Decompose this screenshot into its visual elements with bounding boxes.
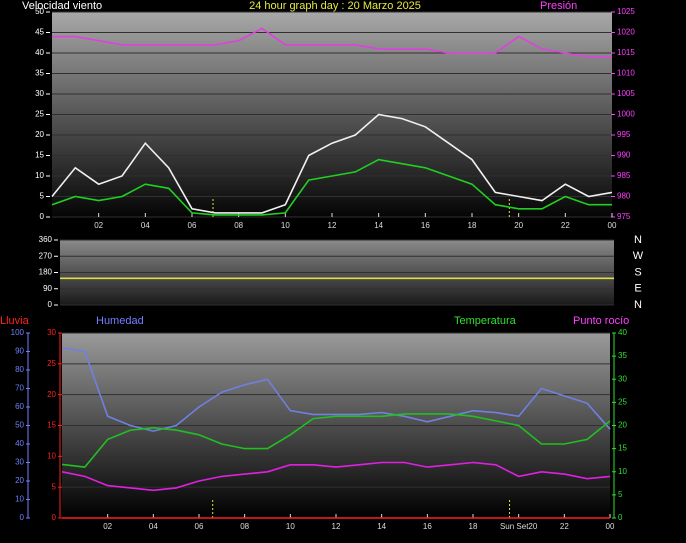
y-tick-label: 10 — [15, 495, 24, 504]
x-tick-label: 06 — [195, 522, 204, 531]
chart-title: 24 hour graph day : 20 Marzo 2025 — [249, 0, 421, 12]
axis-label: Velocidad viento — [22, 0, 102, 12]
x-tick-label: 12 — [328, 221, 337, 230]
y-tick-label: 1020 — [617, 28, 635, 37]
y-tick-label: 20 — [618, 421, 627, 430]
y-tick-label: 10 — [35, 171, 44, 180]
x-tick-label: 02 — [94, 221, 103, 230]
y-tick-label: 5 — [40, 192, 45, 201]
y-tick-label: 90 — [15, 347, 24, 356]
x-tick-label: 02 — [103, 522, 112, 531]
x-tick-label: 14 — [377, 522, 386, 531]
x-tick-label: 18 — [468, 221, 477, 230]
y-tick-label: 360 — [39, 235, 53, 244]
y-tick-label: 5 — [618, 490, 623, 499]
y-tick-label: 50 — [35, 7, 44, 16]
x-tick-label: 00 — [608, 221, 617, 230]
y-tick-label: 1015 — [617, 48, 635, 57]
y-tick-label: 180 — [39, 268, 53, 277]
axis-label: Presión — [540, 0, 577, 12]
y-tick-label: 40 — [15, 439, 24, 448]
x-tick-label: 12 — [332, 522, 341, 531]
y-tick-label: 1005 — [617, 89, 635, 98]
y-tick-label: 20 — [47, 390, 56, 399]
series-line — [61, 413, 611, 468]
y-tick-label: 20 — [35, 130, 44, 139]
series-line — [52, 27, 612, 58]
y-tick-label: 100 — [11, 328, 25, 337]
y-tick-label: 0 — [618, 513, 623, 522]
x-tick-label: 04 — [149, 522, 158, 531]
y-tick-label: 25 — [618, 397, 627, 406]
x-tick-label: 00 — [606, 522, 615, 531]
y-tick-label: 20 — [15, 476, 24, 485]
y-tick-label: 1025 — [617, 7, 635, 16]
y-tick-label: 35 — [618, 351, 627, 360]
y-tick-label: 15 — [35, 151, 44, 160]
x-tick-label: 20 — [514, 221, 523, 230]
compass-label: W — [633, 250, 644, 262]
y-tick-label: 990 — [617, 151, 631, 160]
series-line — [51, 113, 613, 214]
x-tick-label: 08 — [234, 221, 243, 230]
y-tick-label: 35 — [35, 69, 44, 78]
x-tick-label: 10 — [281, 221, 290, 230]
y-tick-label: 10 — [618, 467, 627, 476]
y-tick-label: 0 — [40, 212, 45, 221]
series-line — [61, 461, 611, 492]
series-line — [61, 347, 611, 432]
x-tick-label: 08 — [240, 522, 249, 531]
x-tick-label: Sun Set20 — [500, 522, 538, 531]
y-tick-label: 30 — [47, 328, 56, 337]
y-tick-label: 0 — [20, 513, 25, 522]
y-tick-label: 40 — [618, 328, 627, 337]
compass-label: N — [634, 234, 642, 246]
compass-label: E — [634, 283, 641, 295]
y-tick-label: 45 — [35, 28, 44, 37]
y-tick-label: 25 — [47, 359, 56, 368]
x-tick-label: 18 — [469, 522, 478, 531]
y-tick-label: 270 — [39, 251, 53, 260]
x-tick-label: 06 — [188, 221, 197, 230]
y-tick-label: 1010 — [617, 69, 635, 78]
x-tick-label: 22 — [561, 221, 570, 230]
y-tick-label: 90 — [43, 284, 52, 293]
series-line — [51, 158, 612, 216]
y-tick-label: 1000 — [617, 110, 635, 119]
axis-label: Punto rocío — [573, 315, 629, 327]
y-tick-label: 80 — [15, 365, 24, 374]
y-tick-label: 50 — [15, 421, 24, 430]
y-tick-label: 985 — [617, 171, 631, 180]
compass-label: S — [634, 266, 641, 278]
y-tick-label: 30 — [618, 374, 627, 383]
x-tick-label: 16 — [421, 221, 430, 230]
y-tick-label: 30 — [15, 458, 24, 467]
y-tick-label: 0 — [52, 513, 57, 522]
x-tick-label: 22 — [560, 522, 569, 531]
x-tick-label: 16 — [423, 522, 432, 531]
y-tick-label: 980 — [617, 192, 631, 201]
y-tick-label: 40 — [35, 48, 44, 57]
x-tick-label: 04 — [141, 221, 150, 230]
axis-label: Lluvia — [0, 315, 30, 327]
y-tick-label: 60 — [15, 402, 24, 411]
compass-label: N — [634, 299, 642, 311]
y-tick-label: 0 — [48, 300, 53, 309]
y-tick-label: 995 — [617, 130, 631, 139]
y-tick-label: 15 — [618, 444, 627, 453]
y-tick-label: 15 — [47, 421, 56, 430]
axis-label: Temperatura — [454, 315, 517, 327]
y-tick-label: 5 — [52, 482, 57, 491]
y-tick-label: 30 — [35, 89, 44, 98]
y-tick-label: 975 — [617, 212, 631, 221]
axis-label: Humedad — [96, 315, 144, 327]
x-tick-label: 10 — [286, 522, 295, 531]
x-tick-label: 14 — [374, 221, 383, 230]
y-tick-label: 25 — [35, 110, 44, 119]
y-tick-label: 10 — [47, 451, 56, 460]
y-tick-label: 70 — [15, 384, 24, 393]
